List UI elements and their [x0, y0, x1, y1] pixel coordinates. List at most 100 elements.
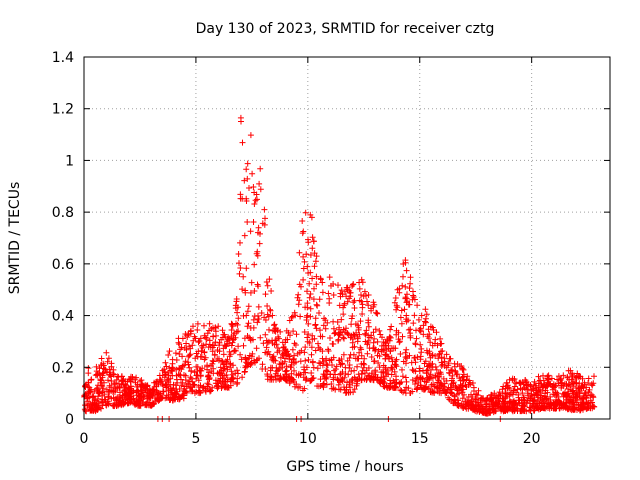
data-point	[103, 349, 110, 356]
data-point	[492, 394, 499, 401]
data-point	[377, 378, 384, 384]
data-point	[335, 282, 341, 289]
data-point	[410, 367, 417, 374]
data-point	[190, 323, 196, 330]
data-point	[246, 334, 253, 341]
data-point	[197, 372, 204, 379]
data-point	[270, 357, 277, 364]
data-point	[578, 405, 585, 412]
data-point	[277, 354, 284, 361]
data-point	[320, 371, 327, 378]
data-point	[400, 261, 407, 267]
data-point	[532, 392, 538, 399]
data-point	[342, 364, 349, 371]
data-point	[214, 385, 221, 392]
data-point	[189, 378, 196, 385]
data-point	[430, 389, 437, 396]
data-point	[96, 404, 103, 411]
data-point	[463, 383, 470, 390]
data-point	[583, 384, 590, 391]
data-point	[398, 379, 405, 385]
data-point	[337, 370, 344, 377]
data-point	[460, 373, 467, 380]
data-point	[570, 383, 577, 390]
data-point	[179, 353, 186, 360]
data-point	[391, 299, 398, 306]
data-point	[187, 351, 194, 358]
data-point	[403, 378, 410, 385]
data-point	[489, 403, 496, 410]
data-point	[382, 355, 389, 362]
data-point	[229, 371, 236, 378]
data-point	[418, 312, 425, 319]
data-point	[411, 312, 418, 319]
data-point	[522, 377, 529, 384]
data-point	[504, 402, 511, 409]
data-point	[244, 323, 251, 330]
data-point	[540, 372, 546, 379]
data-point	[556, 401, 563, 408]
data-point	[309, 332, 316, 339]
data-point	[302, 209, 309, 216]
data-point	[156, 372, 163, 379]
data-point	[336, 332, 343, 339]
data-point	[326, 274, 333, 281]
data-point	[101, 366, 108, 373]
data-point	[361, 361, 368, 368]
data-point	[291, 367, 297, 374]
data-point	[266, 276, 273, 283]
data-point	[380, 347, 387, 354]
data-point	[307, 313, 314, 320]
data-point	[420, 331, 427, 338]
data-point	[202, 334, 209, 341]
data-point	[356, 349, 363, 356]
data-point	[263, 279, 270, 285]
data-point	[350, 331, 357, 338]
data-point	[90, 407, 97, 414]
data-point	[407, 332, 414, 339]
data-point	[331, 330, 338, 337]
data-point	[136, 400, 143, 407]
data-point	[346, 287, 353, 294]
data-point	[175, 339, 182, 346]
data-point	[393, 331, 400, 338]
data-point	[306, 280, 313, 287]
data-point	[206, 320, 213, 327]
data-point	[214, 370, 221, 377]
data-point	[303, 376, 309, 383]
data-point	[473, 391, 479, 397]
data-point	[365, 292, 372, 298]
data-point	[531, 378, 538, 385]
data-point	[438, 340, 445, 347]
data-point	[300, 228, 307, 235]
data-point	[257, 186, 264, 193]
data-point	[354, 334, 361, 340]
data-point	[408, 359, 415, 366]
data-point	[330, 292, 337, 298]
data-point	[429, 375, 436, 382]
data-point	[419, 386, 426, 393]
data-point	[298, 347, 305, 354]
data-point	[274, 345, 281, 351]
data-point	[389, 358, 396, 365]
data-point	[195, 348, 202, 355]
data-point	[332, 366, 339, 373]
data-point	[325, 290, 332, 297]
data-point	[261, 206, 268, 213]
data-point	[251, 201, 258, 207]
data-point	[399, 282, 406, 289]
data-point	[351, 297, 358, 304]
data-point	[164, 377, 170, 384]
data-point	[289, 313, 296, 320]
data-point	[316, 359, 323, 366]
data-point	[267, 306, 273, 313]
data-point	[469, 380, 476, 386]
data-point	[236, 270, 243, 277]
data-point	[570, 390, 577, 397]
data-point	[490, 399, 496, 406]
data-point	[230, 332, 237, 339]
data-point	[368, 354, 375, 360]
data-point	[410, 320, 417, 327]
data-point	[234, 309, 241, 316]
data-point	[174, 379, 181, 386]
